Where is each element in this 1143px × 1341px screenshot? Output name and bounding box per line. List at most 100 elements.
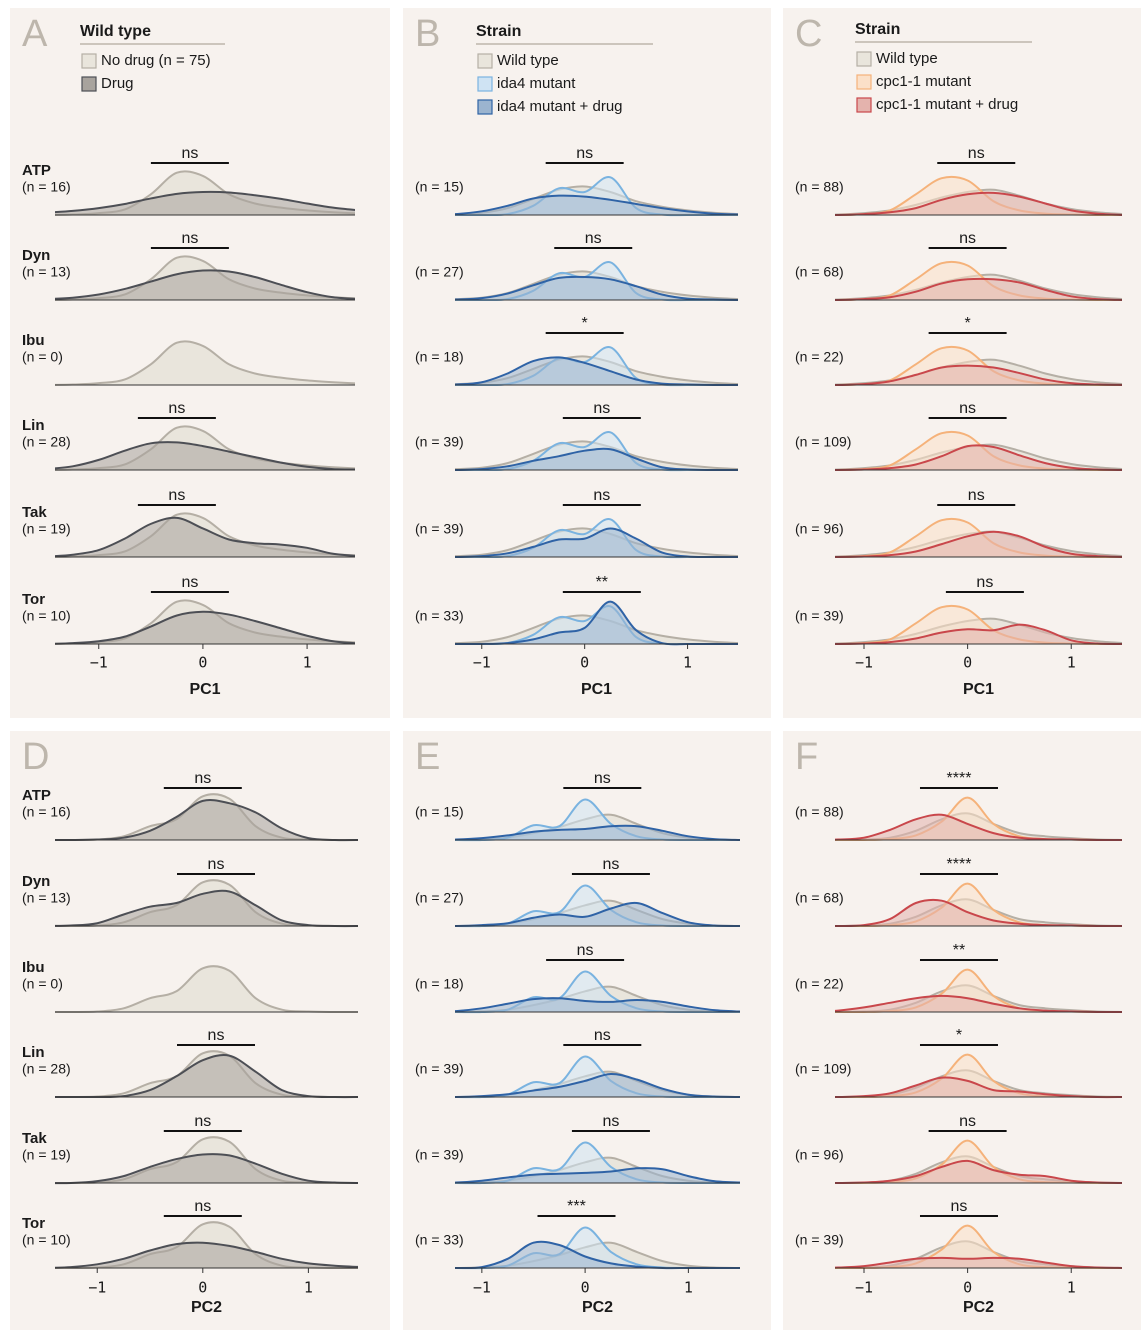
x-axis-label: PC2: [582, 1299, 613, 1316]
density-area: [55, 1154, 358, 1184]
density-line: [55, 340, 355, 386]
density-line: [455, 275, 738, 301]
density-line: [455, 194, 738, 216]
significance-label: ns: [168, 487, 185, 504]
x-axis-label: PC1: [581, 681, 612, 698]
x-tick-label: 1: [304, 1279, 313, 1297]
row-n: (n = 22): [795, 349, 844, 365]
significance-label: ns: [602, 1113, 619, 1130]
row-n: (n = 18): [415, 976, 464, 992]
legend-label: cpc1-1 mutant + drug: [876, 96, 1018, 113]
density-area: [835, 624, 1122, 645]
significance-label: ns: [968, 145, 985, 162]
density-line: [55, 889, 358, 928]
significance-label: *: [965, 315, 971, 332]
legend-swatch: [477, 53, 493, 69]
row-n: (n = 27): [415, 264, 464, 280]
legend-swatch: [477, 99, 493, 115]
density-area: [455, 1142, 740, 1184]
legend-title: Strain: [855, 21, 900, 38]
row-n: (n = 0): [22, 349, 63, 365]
significance-label: ****: [947, 856, 972, 873]
density-area: [55, 800, 358, 841]
panel: D ATP(n = 16) ns Dyn(n = 13) ns Ibu(n = 0) Lin…: [10, 731, 390, 1330]
panel: C Strain Wild type cpc1-1 mutant cpc1-1 muta…: [783, 8, 1141, 718]
row-n: (n = 15): [415, 179, 464, 195]
row-n: (n = 15): [415, 804, 464, 820]
x-axis-label: PC1: [189, 681, 220, 698]
x-tick-label: 0: [580, 654, 589, 672]
row-n: (n = 0): [22, 976, 63, 992]
row-label: Tor: [22, 1215, 45, 1232]
significance-label: ns: [968, 487, 985, 504]
significance-label: ***: [567, 1198, 586, 1215]
x-tick-label: 1: [303, 654, 312, 672]
significance-label: ns: [593, 487, 610, 504]
significance-label: ns: [594, 1027, 611, 1044]
row-label: Lin: [22, 1044, 45, 1061]
x-tick-label: −1: [855, 654, 873, 672]
row-n: (n = 39): [415, 1061, 464, 1077]
significance-label: ns: [959, 230, 976, 247]
x-tick-label: 1: [684, 1279, 693, 1297]
significance-label: ns: [181, 230, 198, 247]
x-tick-label: 0: [198, 654, 207, 672]
significance-label: ns: [576, 145, 593, 162]
density-line: [55, 190, 355, 214]
significance-label: **: [596, 574, 608, 591]
row-label: Dyn: [22, 247, 50, 264]
ridge: [55, 599, 355, 645]
row-label: Tak: [22, 1130, 47, 1147]
panel: F (n = 88) **** (n = 68) **** (n = 22) ** (n = …: [783, 731, 1141, 1330]
x-tick-label: −1: [90, 654, 108, 672]
density-line: [55, 441, 355, 471]
legend-title: Strain: [476, 23, 521, 40]
density-area: [55, 1055, 358, 1098]
panel-letter: F: [795, 736, 818, 778]
density-area: [55, 191, 355, 215]
row-n: (n = 28): [22, 434, 71, 450]
row-n: (n = 28): [22, 1061, 71, 1077]
density-area: [55, 270, 355, 300]
row-n: (n = 10): [22, 608, 71, 624]
significance-label: ns: [181, 574, 198, 591]
density-line: [455, 440, 738, 471]
significance-label: ns: [585, 230, 602, 247]
density-line: [835, 364, 1122, 387]
density-area: [835, 969, 1122, 1013]
row-n: (n = 109): [795, 1061, 851, 1077]
row-n: (n = 27): [415, 890, 464, 906]
significance-label: ns: [208, 856, 225, 873]
ridge: [835, 517, 1122, 559]
density-line: [455, 614, 738, 645]
density-line: [835, 1076, 1122, 1099]
density-area: [835, 797, 1122, 841]
row-label: Ibu: [22, 332, 45, 349]
significance-label: *: [582, 315, 588, 332]
significance-label: ns: [976, 574, 993, 591]
panel-letter: B: [415, 13, 440, 55]
density-area: [55, 341, 355, 385]
row-n: (n = 19): [22, 1147, 71, 1163]
legend-label: cpc1-1 mutant: [876, 73, 972, 90]
panel-letter: D: [22, 736, 49, 778]
ridge: [455, 884, 740, 928]
density-line: [455, 1072, 740, 1099]
density-area: [455, 448, 738, 471]
x-tick-label: 0: [198, 1279, 207, 1297]
x-tick-label: 1: [1067, 1279, 1076, 1297]
ridge: [55, 255, 355, 301]
density-area: [835, 883, 1122, 927]
significance-label: ns: [951, 1198, 968, 1215]
row-n: (n = 96): [795, 521, 844, 537]
density-line: [55, 516, 355, 558]
row-n: (n = 16): [22, 804, 71, 820]
density-line: [55, 269, 355, 300]
significance-label: ns: [181, 145, 198, 162]
density-line: [455, 527, 738, 558]
ridge: [55, 170, 355, 216]
density-area: [835, 605, 1122, 645]
density-line: [835, 191, 1122, 217]
legend-swatch: [81, 53, 97, 69]
